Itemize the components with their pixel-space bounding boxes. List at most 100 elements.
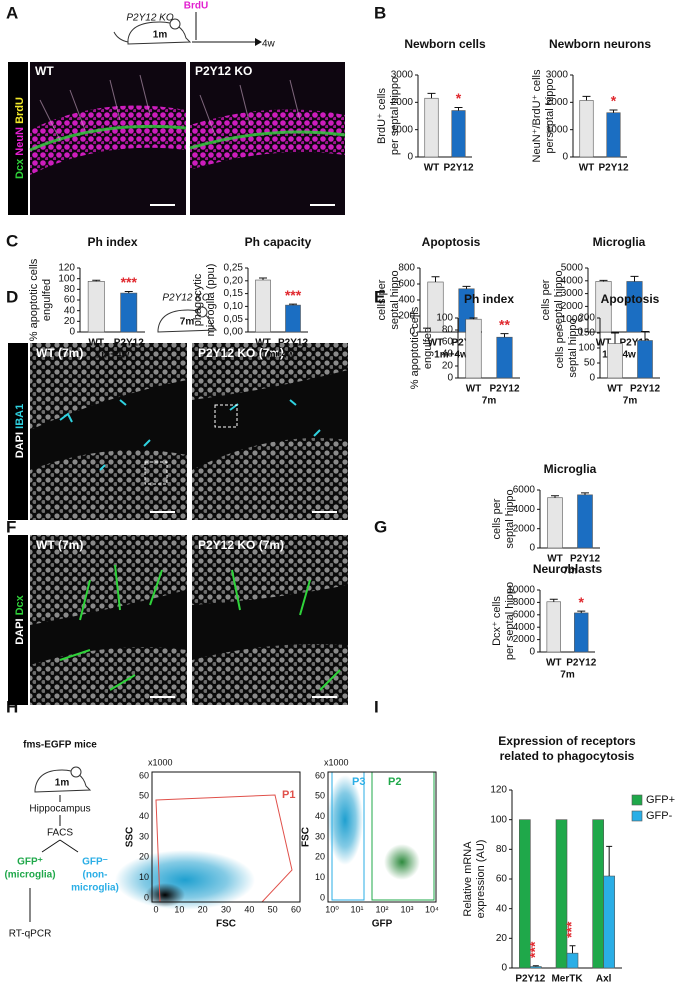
x-note: 1m+4w: [261, 350, 295, 361]
panel-letter: D: [6, 287, 18, 306]
y-axis-label: cells per: [491, 498, 503, 539]
chart-title: related to phagocytosis: [500, 749, 635, 763]
y-tick-label: 60: [139, 770, 149, 780]
x-tick-label: 50: [268, 904, 278, 914]
y-axis-label: phagocytic: [192, 273, 204, 326]
chart-title: Apoptosis: [601, 292, 660, 306]
y-tick-label: 100: [490, 814, 507, 825]
bar: [637, 340, 653, 379]
y-tick-label: 200: [398, 311, 415, 322]
chart-title: Ph capacity: [245, 235, 312, 249]
x-tick-label: MerTK: [551, 974, 583, 985]
x-tick-label: 0: [153, 904, 158, 914]
y-axis-label: septal hippo: [389, 270, 401, 329]
x-note: 1m+4w: [96, 350, 130, 361]
stain-label: Dcx NeuN BrdU: [14, 97, 26, 179]
error-bar: [532, 965, 539, 967]
micrograph: [30, 535, 187, 705]
y-axis-label: % apoptotic cells: [409, 306, 421, 389]
y-tick-label: 0: [589, 373, 595, 384]
micrograph: [192, 535, 348, 705]
bar: [496, 336, 513, 379]
y-tick-label: 60: [64, 295, 76, 306]
mouse-icon: [34, 766, 92, 793]
error-bar: [577, 610, 586, 613]
bar: [626, 281, 643, 333]
y-axis-label: % apoptotic cells: [28, 258, 40, 341]
x-tick-label: 10: [174, 904, 184, 914]
stain-bar: [8, 343, 28, 520]
y-tick-label: 0: [562, 152, 568, 163]
x-tick-label: P2Y12: [515, 974, 545, 985]
mouse-icon: [157, 306, 218, 333]
bar: [547, 497, 563, 549]
population: GFP⁺: [17, 857, 43, 868]
micrograph: [189, 62, 346, 215]
panel-letter: F: [6, 517, 16, 536]
x-note: 7m: [560, 670, 575, 681]
error-bar: [630, 275, 639, 282]
y-tick-label: 1000: [391, 124, 414, 135]
y-tick-label: 40: [442, 349, 454, 360]
y-tick-label: 2000: [513, 523, 536, 534]
y-tick-label: 0: [407, 152, 413, 163]
population: (microglia): [4, 870, 55, 881]
error-bar: [92, 279, 101, 282]
y-tick-label: 50: [584, 358, 596, 369]
population: microglia): [71, 883, 119, 894]
y-tick-label: 120: [490, 785, 507, 796]
x-tick-label: P2Y12: [619, 338, 649, 349]
image-label: WT (7m): [36, 538, 83, 552]
x-note: 1m+4w: [434, 350, 468, 361]
significance: ***: [121, 274, 138, 290]
x-tick-label: WT: [466, 384, 482, 395]
age-label: 7m: [180, 317, 195, 328]
bar: [574, 612, 589, 653]
x-tick-label: WT: [255, 338, 271, 349]
x-tick-label: P2Y12: [566, 658, 596, 669]
y-tick-label: 100: [58, 273, 75, 284]
y-axis-label: septal hippo: [504, 489, 516, 548]
micrograph: [29, 62, 187, 215]
panel-letter: E: [374, 287, 385, 306]
x-tick-label: P2Y12: [489, 384, 519, 395]
y-tick-label: 0: [447, 373, 453, 384]
gate-label: P1: [282, 789, 295, 801]
x-tick-label: P2Y12: [278, 338, 308, 349]
image-label: P2Y12 KO (7m): [198, 538, 284, 552]
y-tick-label: 1000: [561, 314, 584, 325]
panel-letter: C: [6, 231, 18, 250]
stain: NeuN: [14, 127, 26, 156]
error-bar: [549, 598, 558, 602]
y-tick-label: 2000: [391, 97, 414, 108]
multiplier: x1000: [324, 757, 349, 767]
error-bar: [289, 303, 297, 306]
panel-letter: A: [6, 3, 18, 22]
y-tick-label: 60: [442, 337, 454, 348]
bar: [120, 292, 138, 333]
x-tick-label: WT: [88, 338, 104, 349]
stain: BrdU: [14, 97, 26, 124]
mouse-label: fms-EGFP mice: [23, 740, 97, 751]
y-tick-label: 2000: [561, 301, 584, 312]
y-tick-label: 40: [315, 811, 325, 821]
y-axis-label: cells per: [376, 279, 388, 320]
error-bar: [569, 945, 576, 954]
x-tick-label: WT: [546, 658, 562, 669]
bar: [577, 494, 593, 549]
y-axis-label: microglia (ppu): [205, 264, 217, 337]
y-tick-label: 30: [139, 831, 149, 841]
image-label: P2Y12 KO: [195, 64, 252, 78]
bar: [607, 343, 623, 379]
bar: [603, 875, 615, 969]
y-tick-label: 80: [64, 284, 76, 295]
y-tick-label: 0: [501, 963, 507, 974]
population: (non-: [83, 870, 108, 881]
x-tick-label: 10²: [375, 904, 388, 914]
micrograph: [30, 343, 187, 520]
bar: [546, 601, 561, 653]
y-tick-label: 0: [320, 892, 325, 902]
bar: [465, 318, 482, 379]
y-tick-label: 10000: [507, 585, 535, 596]
